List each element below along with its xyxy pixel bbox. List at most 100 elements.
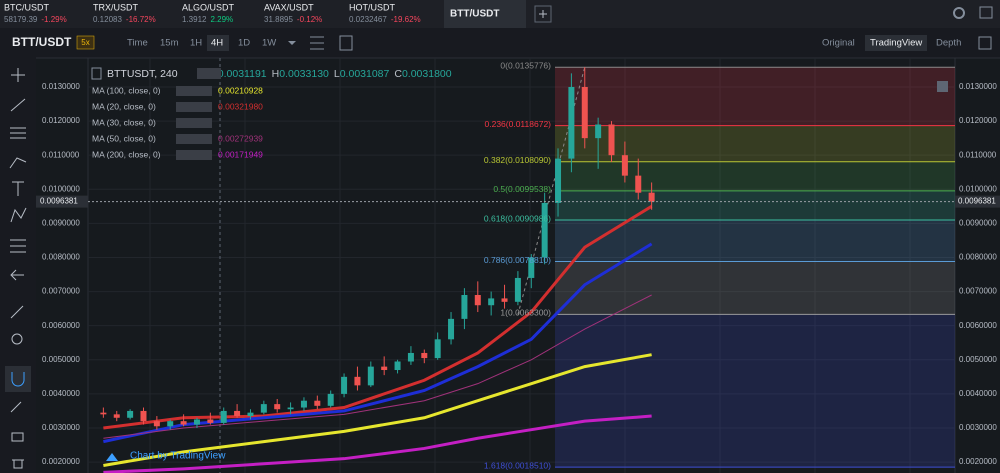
y-tick-label: 0.0040000 — [42, 389, 80, 398]
fib-band — [555, 190, 955, 221]
ma-line — [103, 353, 652, 467]
fib-label: 0.236(0.0118672) — [485, 119, 552, 129]
candle-body — [100, 412, 107, 415]
interval[interactable]: 4H — [211, 38, 223, 49]
legend-buttons[interactable] — [176, 118, 212, 128]
candle-body — [608, 124, 615, 156]
collapse-icon — [91, 67, 102, 80]
y2-tick-label: 0.0110000 — [959, 150, 997, 159]
y2-tick-label: 0.0100000 — [959, 184, 997, 193]
ticker-pair[interactable]: AVAX/USDT — [264, 2, 314, 12]
dropdown[interactable] — [288, 41, 296, 45]
lock-tool[interactable] — [11, 432, 24, 442]
window-icon[interactable] — [979, 6, 993, 19]
toolbar — [0, 28, 1000, 58]
ma-line — [103, 294, 652, 439]
fib-band — [555, 125, 955, 162]
text-tool[interactable] — [12, 181, 24, 196]
interval[interactable]: 15m — [160, 38, 179, 49]
crosshair-tool[interactable] — [11, 68, 25, 82]
ticker-pair[interactable]: BTC/USDT — [4, 2, 50, 12]
legend-buttons[interactable] — [176, 150, 212, 160]
legend-buttons[interactable] — [176, 102, 212, 112]
interval[interactable]: 1W — [262, 38, 276, 49]
fib-tool[interactable] — [10, 127, 26, 139]
candle-body — [220, 410, 227, 423]
legend-value: 0.00210928 — [218, 85, 263, 95]
ticker-pair[interactable]: ALGO/USDT — [182, 2, 235, 12]
ticker-quote: 0.12083 -16.72% — [93, 15, 156, 24]
ohlc-value: 0.0031191 — [218, 68, 267, 80]
template-icon[interactable] — [339, 35, 353, 51]
candle-body — [140, 410, 147, 422]
view-option[interactable]: TradingView — [870, 38, 922, 49]
candle-body — [541, 202, 548, 258]
active-tab[interactable]: BTT/USDT — [450, 9, 499, 20]
pattern-tool[interactable] — [10, 207, 27, 223]
ma-line — [103, 414, 652, 473]
candle-body — [581, 86, 588, 139]
y-tick-label: 0.0120000 — [42, 116, 80, 125]
magnet-tool[interactable] — [11, 372, 25, 387]
view-option[interactable]: Original — [822, 38, 855, 49]
interval[interactable]: 1H — [190, 38, 202, 49]
candle-body — [407, 352, 414, 362]
settings-icon[interactable] — [953, 7, 965, 19]
candle-body — [514, 277, 521, 302]
view-option[interactable]: Depth — [936, 38, 961, 49]
interval[interactable]: Time — [127, 38, 148, 49]
candle-body — [421, 352, 428, 359]
candle-body — [287, 407, 294, 410]
ticker-quote: 1.3912 2.29% — [182, 15, 233, 24]
candle-body — [555, 158, 562, 203]
fib-label: 0.618(0.0090986) — [484, 213, 551, 223]
y2-tick-label: 0.0020000 — [959, 457, 997, 466]
indicator-icon[interactable] — [310, 36, 324, 50]
ticker-pair[interactable]: TRX/USDT — [93, 2, 139, 12]
hide-panel[interactable] — [10, 269, 24, 281]
legend-buttons[interactable] — [176, 86, 212, 96]
brush-tool[interactable] — [9, 157, 27, 169]
fib-band — [555, 261, 955, 315]
y-tick-label: 0.0090000 — [42, 218, 80, 227]
plot — [88, 58, 955, 473]
legend-value: 0.00321980 — [218, 101, 263, 111]
leverage[interactable]: 5x — [81, 38, 89, 47]
tool-icons — [5, 68, 31, 469]
candle-body — [234, 410, 241, 417]
lock-draw-tool[interactable] — [10, 401, 22, 413]
candle-body — [127, 410, 134, 418]
legend-buttons[interactable] — [176, 134, 212, 144]
trendline-tool[interactable] — [10, 98, 26, 112]
price-label-right: 0.0096381 — [958, 197, 996, 206]
leverage-badge[interactable] — [76, 35, 95, 50]
ticker-change: -1.29% — [41, 15, 66, 24]
ticker-quote: 0.0232467 -19.62% — [349, 15, 421, 24]
magnet-bg[interactable] — [5, 366, 31, 392]
y2-tick-label: 0.0040000 — [959, 389, 997, 398]
zoom-tool[interactable] — [11, 333, 23, 345]
candle-body — [434, 339, 441, 359]
ruler-tool[interactable] — [10, 305, 24, 319]
add-tab[interactable] — [534, 5, 552, 23]
legend-value: 0.00171949 — [218, 149, 263, 159]
interval[interactable]: 1D — [238, 38, 250, 49]
ohlc-key: L — [334, 68, 340, 80]
candle-body — [180, 421, 187, 425]
prediction-tool[interactable] — [10, 239, 26, 253]
fib-menu-icon[interactable] — [937, 81, 948, 92]
trash-tool[interactable] — [12, 459, 24, 469]
fib-label: 0.5(0.0099538) — [493, 184, 551, 194]
y-tick-label: 0.0080000 — [42, 253, 80, 262]
fullscreen-icon[interactable] — [978, 36, 992, 50]
candle-body — [193, 419, 200, 425]
ticker-pair[interactable]: HOT/USDT — [349, 2, 396, 12]
y2-tick-label: 0.0120000 — [959, 116, 997, 125]
ticker-change: -19.62% — [391, 15, 421, 24]
legend-value: 0.00272939 — [218, 133, 263, 143]
y-tick-label: 0.0130000 — [42, 82, 80, 91]
fib-label: 1(0.0063300) — [500, 308, 551, 318]
y-tick-label: 0.0110000 — [42, 150, 80, 159]
active-tab-bg[interactable] — [444, 0, 526, 28]
